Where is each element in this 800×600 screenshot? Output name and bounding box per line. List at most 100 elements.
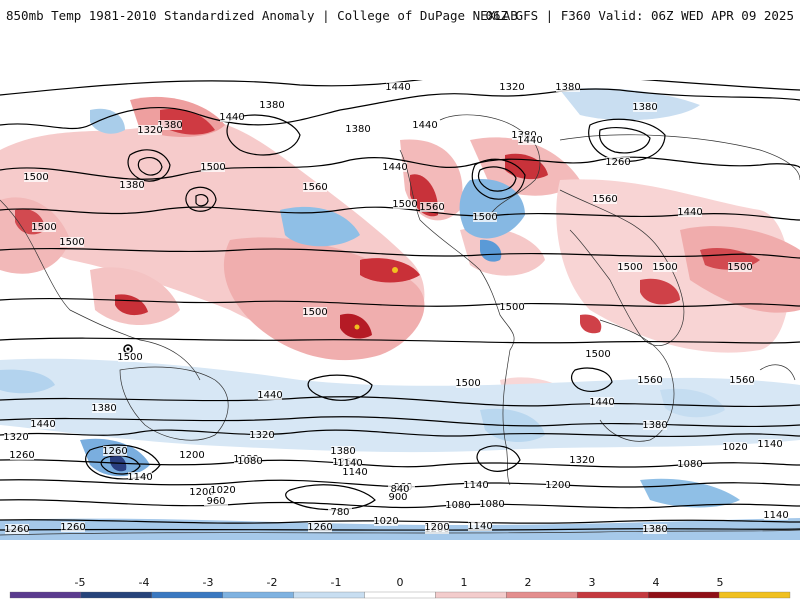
contour-label: 1320 xyxy=(137,125,162,136)
contour-label: 1260 xyxy=(102,446,127,457)
contour-label-bg xyxy=(546,480,570,490)
contour-label-bg xyxy=(211,485,235,495)
colorbar-tick-label: -1 xyxy=(330,576,342,589)
contour-label: 1440 xyxy=(412,120,437,131)
colorbar-segments xyxy=(9,591,791,599)
contour-label: 1260 xyxy=(9,450,34,461)
contour-label: 1500 xyxy=(455,378,480,389)
contour-label: 1020 xyxy=(210,485,235,496)
contour-label: 900 xyxy=(388,492,407,503)
contour-label: 1200 xyxy=(545,480,570,491)
contour-label: 1140 xyxy=(763,510,788,521)
contour-label-bg xyxy=(258,390,282,400)
contour-label-bg xyxy=(723,442,747,452)
contour-label: 1080 xyxy=(445,500,470,511)
peak-anomaly-markers xyxy=(354,267,398,330)
contour-label: 1380 xyxy=(91,403,116,414)
colorbar-tick-label: 0 xyxy=(396,576,404,589)
contour-label-bg xyxy=(593,194,617,204)
contour-label: 1500 xyxy=(727,262,752,273)
contour-label: 1500 xyxy=(23,172,48,183)
colorbar-segment xyxy=(506,591,578,599)
contour-label: 1260 xyxy=(605,157,630,168)
contour-label-bg xyxy=(220,112,244,122)
contour-label: 1080 xyxy=(237,456,262,467)
contour-label: 1560 xyxy=(592,194,617,205)
contour-label: 1380 xyxy=(259,100,284,111)
contour-label-bg xyxy=(730,375,754,385)
contour-label-bg xyxy=(138,125,162,135)
contour-label: 840 xyxy=(390,484,409,495)
contour-label-bg xyxy=(446,500,470,510)
contour-label-bg xyxy=(204,496,228,506)
contour-label-bg xyxy=(413,120,437,130)
contour-label-bg xyxy=(586,349,610,359)
contour-label-bg xyxy=(61,522,85,532)
contour-label: 1140 xyxy=(467,521,492,532)
colorbar-segment xyxy=(222,591,294,599)
contour-label: 1380 xyxy=(642,420,667,431)
contour-label: 1560 xyxy=(302,182,327,193)
colorbar-segment xyxy=(364,591,436,599)
colorbar-tick-label: 1 xyxy=(460,576,468,589)
colorbar-segment xyxy=(293,591,365,599)
contour-label: 1200 xyxy=(179,450,204,461)
contour-label-bg xyxy=(643,524,667,534)
contour-label-bg xyxy=(386,492,410,502)
anomaly-map: 1320 1380 1440 1380 1320 1440 1380 1380 1440 1380… xyxy=(0,80,800,540)
contour-label-bg xyxy=(618,262,642,272)
contour-label-bg xyxy=(250,430,274,440)
colorbar-segment xyxy=(435,591,507,599)
contour-label-bg xyxy=(464,480,488,490)
contour-label: 1560 xyxy=(729,375,754,386)
contour-label-bg xyxy=(606,157,630,167)
contour-label-bg xyxy=(92,403,116,413)
colorbar-segment xyxy=(648,591,720,599)
contour-label-bg xyxy=(158,120,182,130)
colorbar-tick-label: -2 xyxy=(266,576,278,589)
header-bar: 850mb Temp 1981-2010 Standardized Anomal… xyxy=(0,0,800,32)
contour-label: 1440 xyxy=(30,419,55,430)
colorbar-tick-label: -5 xyxy=(74,576,86,589)
contour-label-bg xyxy=(308,522,332,532)
contour-label-bg xyxy=(518,135,542,145)
contour-label-bg xyxy=(303,182,327,192)
contour-label-bg xyxy=(260,100,284,110)
contour-label-bg xyxy=(473,212,497,222)
contour-label-bg xyxy=(338,458,362,468)
contour-label-bg xyxy=(764,510,788,520)
colorbar-tick-label: 5 xyxy=(716,576,724,589)
contour-label: 780 xyxy=(330,507,349,518)
contour-label-bg xyxy=(31,419,55,429)
contour-label: 1080 xyxy=(677,459,702,470)
contour-label: 1140 xyxy=(337,458,362,469)
contour-label: 1500 xyxy=(31,222,56,233)
contour-label-bg xyxy=(420,202,444,212)
colorbar-tick-label: 3 xyxy=(588,576,596,589)
contour-label: 1380 xyxy=(632,102,657,113)
contour-label: 1500 xyxy=(652,262,677,273)
contour-label-bg xyxy=(678,207,702,217)
contour-label: 1380 xyxy=(119,180,144,191)
contour-label: 1440 xyxy=(589,397,614,408)
contour-label: 1080 xyxy=(479,499,504,510)
contour-label: 1500 xyxy=(59,237,84,248)
contour-label-bg xyxy=(500,302,524,312)
negative-anomaly-shading xyxy=(0,88,800,540)
contour-label: 1200 xyxy=(424,522,449,533)
contour-label-bg xyxy=(32,222,56,232)
anomaly-colorbar xyxy=(9,591,791,599)
contour-label: 1500 xyxy=(499,302,524,313)
map-title: 850mb Temp 1981-2010 Standardized Anomal… xyxy=(6,8,518,23)
contour-label: 1440 xyxy=(385,82,410,93)
contour-label: 1140 xyxy=(757,439,782,450)
contour-label-bg xyxy=(570,455,594,465)
contour-label: 1500 xyxy=(200,162,225,173)
contour-label: 1500 xyxy=(585,349,610,360)
contour-label-bg xyxy=(643,420,667,430)
contour-label: 1320 xyxy=(249,430,274,441)
contour-label-bg xyxy=(556,82,580,92)
contour-label: 1500 xyxy=(472,212,497,223)
contour-label-bg xyxy=(653,262,677,272)
contour-label: 1440 xyxy=(382,162,407,173)
